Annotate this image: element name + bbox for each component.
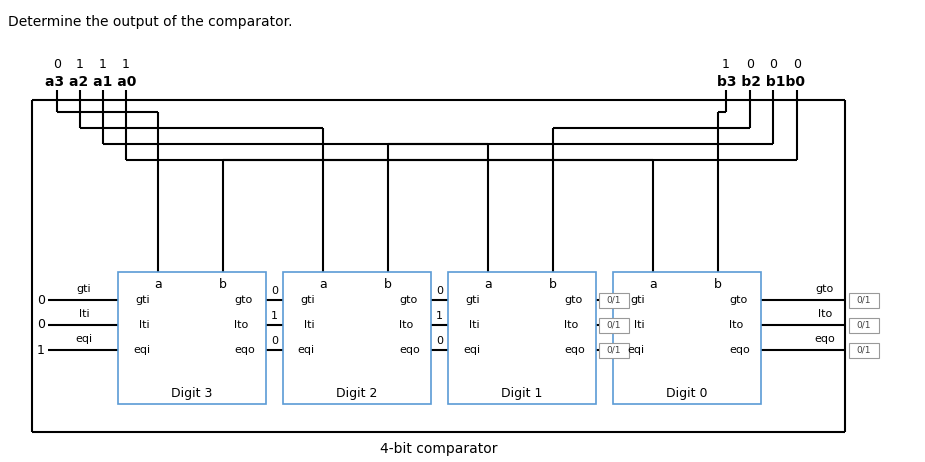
Text: b: b xyxy=(714,279,722,292)
Text: lti: lti xyxy=(635,320,645,330)
Text: eqo: eqo xyxy=(564,345,585,355)
Bar xyxy=(118,272,266,404)
Text: b: b xyxy=(549,279,557,292)
Text: 1: 1 xyxy=(37,344,45,357)
Text: 4-bit comparator: 4-bit comparator xyxy=(380,442,498,456)
Text: gti: gti xyxy=(630,295,645,305)
Text: 1: 1 xyxy=(436,311,443,321)
Text: gto: gto xyxy=(234,295,253,305)
Text: gti: gti xyxy=(135,295,150,305)
Text: gti: gti xyxy=(77,284,92,294)
Text: eqi: eqi xyxy=(628,345,645,355)
Text: Determine the output of the comparator.: Determine the output of the comparator. xyxy=(8,15,292,29)
Text: lti: lti xyxy=(469,320,480,330)
Text: 0: 0 xyxy=(37,318,45,332)
Text: 0: 0 xyxy=(271,286,278,296)
Text: eqi: eqi xyxy=(298,345,315,355)
Text: 0: 0 xyxy=(793,59,801,72)
Text: 0/1: 0/1 xyxy=(607,346,622,354)
Text: eqo: eqo xyxy=(399,345,420,355)
Text: 1: 1 xyxy=(271,311,278,321)
Bar xyxy=(849,292,879,308)
Text: gti: gti xyxy=(301,295,315,305)
Bar xyxy=(849,342,879,358)
Text: lti: lti xyxy=(140,320,150,330)
Text: 1: 1 xyxy=(122,59,130,72)
Text: a: a xyxy=(154,279,162,292)
Text: lto: lto xyxy=(564,320,578,330)
Text: 0: 0 xyxy=(436,286,443,296)
Text: 0: 0 xyxy=(53,59,61,72)
Text: 0/1: 0/1 xyxy=(607,321,622,329)
Text: eqo: eqo xyxy=(234,345,254,355)
Text: 1: 1 xyxy=(99,59,107,72)
Text: lto: lto xyxy=(818,309,833,319)
Text: 0: 0 xyxy=(746,59,754,72)
Text: Digit 3: Digit 3 xyxy=(171,388,213,401)
Text: eqi: eqi xyxy=(462,345,480,355)
Text: gto: gto xyxy=(816,284,834,294)
Text: gto: gto xyxy=(399,295,417,305)
Text: eqi: eqi xyxy=(133,345,150,355)
Text: lto: lto xyxy=(729,320,744,330)
Text: Digit 0: Digit 0 xyxy=(666,388,708,401)
Text: 0/1: 0/1 xyxy=(857,296,871,304)
Text: eqo: eqo xyxy=(729,345,750,355)
Text: 0/1: 0/1 xyxy=(857,321,871,329)
Text: b3 b2 b1b0: b3 b2 b1b0 xyxy=(717,75,805,89)
Text: lto: lto xyxy=(234,320,248,330)
Text: 0: 0 xyxy=(769,59,777,72)
Bar xyxy=(448,272,596,404)
Text: 1: 1 xyxy=(76,59,84,72)
Text: gto: gto xyxy=(729,295,747,305)
Bar xyxy=(283,272,431,404)
Text: 0: 0 xyxy=(37,293,45,306)
Text: gto: gto xyxy=(564,295,582,305)
Text: lto: lto xyxy=(399,320,413,330)
Text: lti: lti xyxy=(79,309,90,319)
Text: a: a xyxy=(649,279,657,292)
Text: 0: 0 xyxy=(271,336,278,346)
Text: 0: 0 xyxy=(436,336,443,346)
Bar xyxy=(599,292,629,308)
Text: b: b xyxy=(219,279,227,292)
Text: 0/1: 0/1 xyxy=(857,346,871,354)
Text: gti: gti xyxy=(465,295,480,305)
Text: lti: lti xyxy=(304,320,315,330)
Text: Digit 2: Digit 2 xyxy=(337,388,377,401)
Text: b: b xyxy=(384,279,392,292)
Text: a: a xyxy=(319,279,327,292)
Bar xyxy=(599,342,629,358)
Text: Digit 1: Digit 1 xyxy=(501,388,543,401)
Bar xyxy=(849,317,879,333)
Text: a3 a2 a1 a0: a3 a2 a1 a0 xyxy=(45,75,137,89)
Text: a: a xyxy=(484,279,492,292)
Text: 0/1: 0/1 xyxy=(607,296,622,304)
Text: eqo: eqo xyxy=(815,334,835,344)
Bar xyxy=(599,317,629,333)
Bar xyxy=(613,272,761,404)
Text: 1: 1 xyxy=(722,59,730,72)
Text: eqi: eqi xyxy=(76,334,93,344)
